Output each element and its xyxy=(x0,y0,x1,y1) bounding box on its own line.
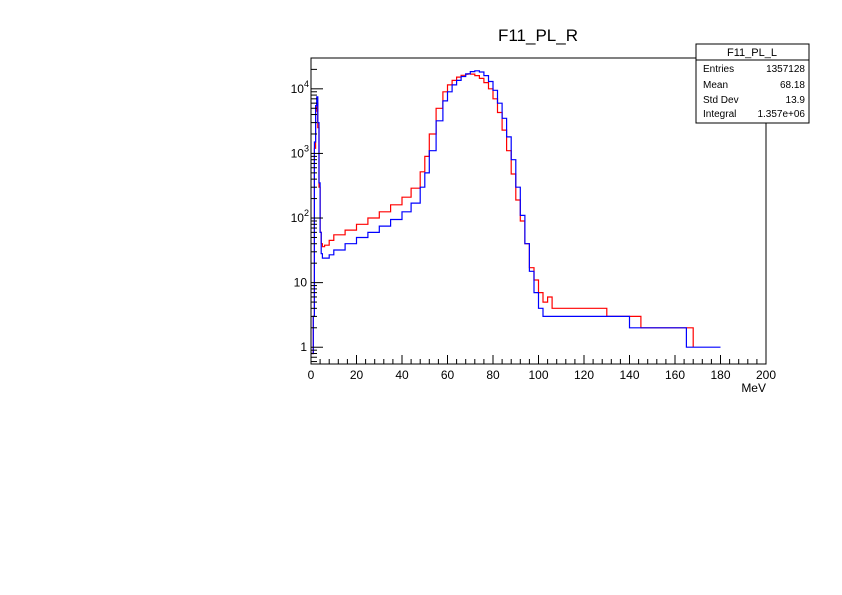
series-layer xyxy=(311,70,721,355)
y-tick-label: 104 xyxy=(291,79,309,96)
x-tick-label: 140 xyxy=(619,368,639,382)
stats-value-std-dev: 13.9 xyxy=(786,95,806,106)
stats-box-title: F11_PL_L xyxy=(727,47,777,59)
x-tick-label: 100 xyxy=(528,368,548,382)
stats-value-integral: 1.357e+06 xyxy=(757,109,805,120)
x-tick-label: 200 xyxy=(756,368,776,382)
stats-box: F11_PL_L Entries 1357128 Mean 68.18 Std … xyxy=(695,43,810,124)
stats-label-entries: Entries xyxy=(703,64,734,75)
stats-label-std-dev: Std Dev xyxy=(703,95,739,106)
x-tick-label: 120 xyxy=(574,368,594,382)
y-axis: 1 10 102 103 104 xyxy=(291,57,323,363)
y-tick-label: 10 xyxy=(294,276,308,290)
x-tick-label: 80 xyxy=(486,368,500,382)
series-line-1 xyxy=(311,70,721,355)
x-tick-label: 20 xyxy=(350,368,364,382)
y-tick-label: 102 xyxy=(291,208,309,225)
x-tick-label: 160 xyxy=(665,368,685,382)
y-tick-label: 103 xyxy=(291,143,309,160)
x-axis-label: MeV xyxy=(741,381,766,395)
x-tick-label: 40 xyxy=(395,368,409,382)
stats-label-integral: Integral xyxy=(703,109,736,120)
stats-label-mean: Mean xyxy=(703,80,728,91)
y-tick-label: 1 xyxy=(300,340,307,354)
chart-title: F11_PL_R xyxy=(498,26,578,45)
x-axis: 0 20 40 60 80 100 120 140 160 180 200 xyxy=(308,355,776,382)
x-tick-label: 180 xyxy=(710,368,730,382)
x-tick-label: 0 xyxy=(308,368,315,382)
stats-value-mean: 68.18 xyxy=(780,80,805,91)
stats-value-entries: 1357128 xyxy=(766,64,805,75)
stats-box-frame xyxy=(695,43,810,124)
x-tick-label: 60 xyxy=(441,368,455,382)
